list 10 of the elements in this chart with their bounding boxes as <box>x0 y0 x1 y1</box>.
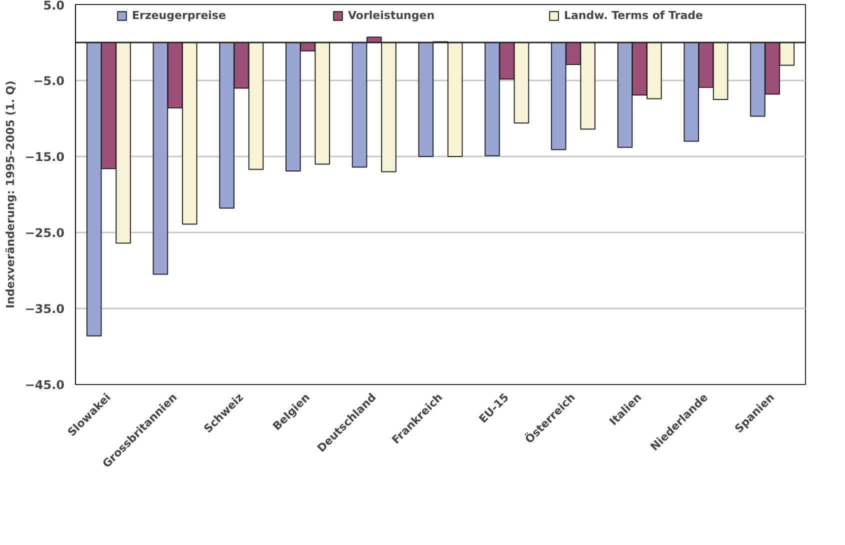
y-tick-label: −5.0 <box>33 74 64 88</box>
y-axis-title: Indexveränderung: 1995–2005 (1. Q) <box>4 80 17 308</box>
legend-label: Vorleistungen <box>348 8 436 22</box>
y-tick-label: 5.0 <box>43 0 65 12</box>
legend-label: Erzeugerpreise <box>132 8 227 22</box>
y-tick-label: −15.0 <box>24 150 65 164</box>
y-tick-label: −35.0 <box>24 302 65 316</box>
legend-label: Landw. Terms of Trade <box>564 8 704 22</box>
y-tick-label: −25.0 <box>24 226 65 240</box>
y-tick-label: −45.0 <box>24 378 65 392</box>
